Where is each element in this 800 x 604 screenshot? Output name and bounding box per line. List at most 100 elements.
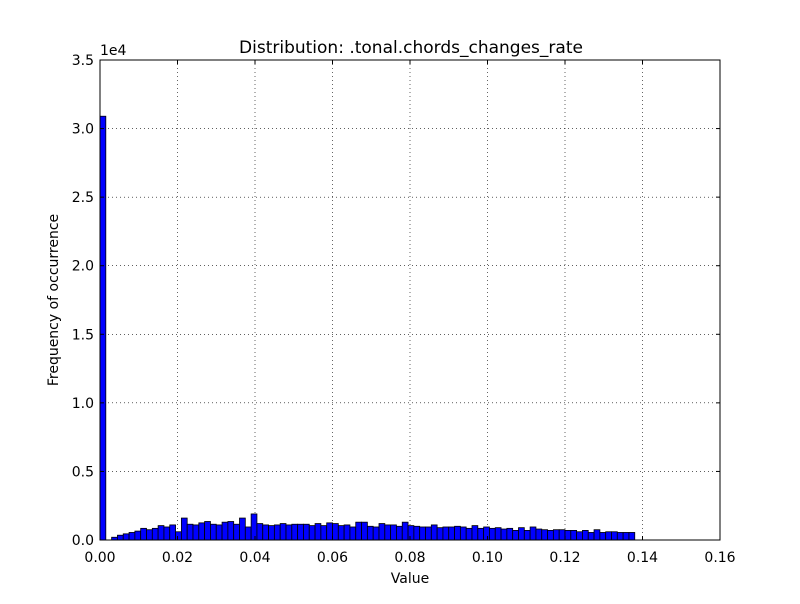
y-tick-label: 0.5: [72, 464, 94, 480]
histogram-bar: [564, 530, 572, 541]
histogram-bar: [175, 531, 182, 541]
histogram-bar: [494, 527, 502, 541]
histogram-bar: [454, 525, 461, 541]
histogram-bar: [518, 527, 525, 541]
histogram-bar: [372, 526, 380, 541]
histogram-bar: [361, 521, 368, 541]
histogram-bar: [512, 530, 519, 541]
y-tick-label: 3.5: [72, 53, 94, 69]
x-tick-label: 0.02: [162, 550, 193, 566]
histogram-bar: [343, 524, 351, 541]
histogram-bar: [541, 529, 548, 541]
histogram-bar: [180, 517, 188, 541]
histogram-bar: [483, 526, 490, 541]
histogram-bar: [378, 523, 386, 541]
x-axis-label: Value: [391, 571, 429, 587]
histogram-bar: [337, 525, 345, 541]
histogram-bar: [308, 525, 316, 541]
histogram-bar: [244, 526, 252, 541]
histogram-bar: [582, 530, 589, 541]
histogram-bar: [500, 528, 508, 541]
y-tick-label: 2.5: [72, 190, 94, 206]
histogram-bar: [593, 529, 601, 541]
plot-frame: [99, 59, 721, 541]
histogram-bar: [413, 525, 421, 541]
y-tick-label: 1.0: [72, 396, 94, 412]
histogram-bar: [425, 526, 432, 541]
histogram-bar: [419, 526, 426, 541]
histogram-bar: [273, 524, 281, 541]
histogram-bar: [250, 513, 258, 541]
histogram-bar: [146, 529, 153, 541]
histogram-bar: [163, 526, 171, 541]
histogram-bar: [157, 525, 165, 541]
histogram-bar: [332, 523, 339, 541]
y-tick-label: 0.0: [72, 533, 94, 549]
histogram-bar: [465, 527, 473, 541]
histogram-bar: [611, 531, 618, 541]
histogram-bar: [117, 534, 124, 541]
histogram-bar: [390, 524, 397, 541]
histogram-bar: [576, 531, 583, 541]
histogram-bar: [233, 523, 240, 541]
histogram-bar: [279, 523, 287, 541]
histogram-bar: [210, 523, 217, 541]
histogram-bar: [448, 526, 455, 541]
x-tick-label: 0.14: [627, 550, 658, 566]
histogram-bar: [442, 526, 450, 541]
histogram-bar: [599, 532, 607, 541]
histogram-bar: [198, 522, 206, 541]
histogram-bar: [326, 522, 333, 541]
histogram-bar: [134, 530, 142, 541]
histogram-bar: [366, 525, 374, 541]
histogram-bar: [628, 532, 636, 541]
histogram-bar: [151, 527, 159, 541]
histogram-bars: [99, 115, 636, 541]
histogram-bar: [616, 532, 624, 541]
histogram-bar: [128, 532, 136, 541]
histogram-bar: [506, 527, 514, 541]
histogram-bar: [407, 525, 415, 541]
histogram-bar: [489, 527, 496, 541]
histogram-bar: [570, 530, 578, 541]
histogram-bar: [285, 524, 293, 541]
histogram-bar: [169, 524, 176, 541]
histogram-bar: [523, 530, 531, 541]
histogram-bar: [622, 532, 630, 541]
x-tick-label: 0.04: [239, 550, 270, 566]
x-tick-label: 0.10: [472, 550, 503, 566]
histogram-bar: [547, 530, 554, 541]
histogram-bar: [436, 527, 444, 541]
histogram-bar: [256, 523, 264, 541]
histogram-bar: [471, 525, 479, 541]
histogram-bar: [459, 526, 467, 541]
y-tick-label: 1.5: [72, 327, 94, 343]
histogram-bar: [477, 527, 485, 541]
histogram-bar: [215, 524, 223, 541]
y-tick-label: 2.0: [72, 259, 94, 275]
histogram-bar: [186, 523, 194, 541]
histogram-bar: [192, 524, 200, 541]
histogram-bar: [314, 523, 322, 541]
histogram-bar: [384, 524, 392, 541]
histogram-bar: [221, 521, 229, 541]
x-tick-label: 0.06: [317, 550, 348, 566]
histogram-bar: [430, 524, 438, 541]
axis-ticks: 0.00 0.02 0.04 0.06 0.08 0.10 0.12 0.14 0.16 0.0 0…: [72, 53, 736, 566]
histogram-bar: [297, 523, 304, 541]
histogram-bar: [587, 532, 595, 541]
histogram-bar: [355, 521, 362, 541]
grid-lines: [100, 60, 720, 540]
histogram-bar: [227, 521, 235, 541]
histogram-bar: [396, 525, 403, 541]
histogram-bar: [605, 531, 612, 541]
histogram-bar: [291, 523, 299, 541]
histogram-bar: [552, 529, 560, 541]
histogram-bar: [529, 526, 537, 541]
histogram-bar: [140, 527, 147, 541]
x-tick-label: 0.16: [704, 550, 735, 566]
histogram-bar: [558, 529, 566, 541]
y-tick-label: 3.0: [72, 122, 94, 138]
